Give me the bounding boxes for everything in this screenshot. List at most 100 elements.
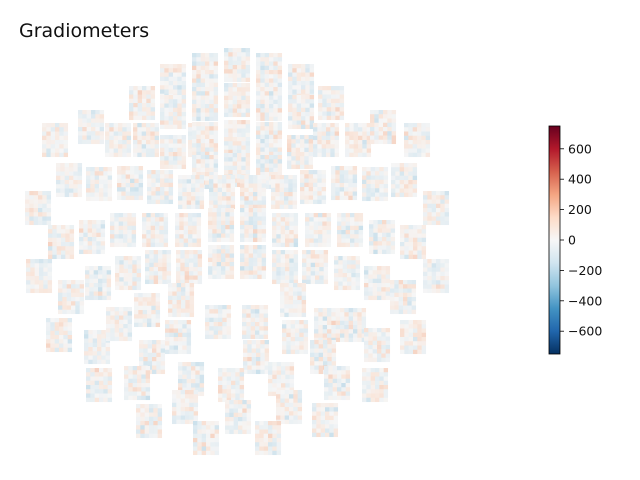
sensor-cell <box>118 230 124 235</box>
sensor-panel <box>142 213 169 248</box>
sensor-cell <box>140 408 145 413</box>
sensor-cell <box>134 301 139 306</box>
sensor-cell <box>425 127 431 132</box>
sensor-cell <box>200 91 206 96</box>
sensor-cell <box>421 254 427 260</box>
sensor-cell <box>322 308 328 313</box>
sensor-cell <box>421 123 426 128</box>
sensor-panel <box>79 220 106 255</box>
sensor-cell <box>173 103 178 108</box>
sensor-cell <box>408 144 413 149</box>
sensor-cell <box>222 313 227 318</box>
sensor-cell <box>348 308 354 313</box>
sensor-cell <box>237 149 242 155</box>
sensor-cell <box>375 380 380 386</box>
sensor-cell <box>264 87 270 92</box>
sensor-cell <box>189 250 194 255</box>
sensor-cell <box>200 147 206 152</box>
sensor-cell <box>277 82 283 88</box>
sensor-cell <box>269 99 274 105</box>
sensor-cell <box>421 246 427 251</box>
sensor-cell <box>257 262 262 267</box>
sensor-cell <box>179 225 184 231</box>
sensor-cell <box>92 338 98 343</box>
sensor-cell <box>261 266 267 271</box>
sensor-cell <box>246 421 252 426</box>
sensor-cell <box>390 237 396 242</box>
sensor-cell <box>328 395 333 401</box>
sensor-cell <box>329 415 334 421</box>
sensor-cell <box>189 402 194 408</box>
sensor-cell <box>208 220 213 226</box>
sensor-cell <box>191 196 196 201</box>
sensor-cell <box>244 183 249 188</box>
sensor-cell <box>226 192 231 197</box>
sensor-cell <box>284 398 290 403</box>
sensor-cell <box>302 275 307 280</box>
sensor-cell <box>46 144 51 149</box>
sensor-cell <box>176 312 182 318</box>
sensor-cell <box>301 112 306 117</box>
sensor-cell <box>345 148 350 153</box>
sensor-cell <box>268 429 273 434</box>
sensor-cell <box>47 288 53 294</box>
sensor-cell <box>322 94 327 99</box>
sensor-cell <box>128 285 133 291</box>
sensor-cell <box>142 217 147 222</box>
sensor-cell <box>303 324 309 329</box>
sensor-cell <box>103 397 108 403</box>
sensor-cell <box>145 250 150 255</box>
sensor-cell <box>339 103 345 108</box>
sensor-cell <box>271 196 276 201</box>
sensor-cell <box>385 295 391 301</box>
sensor-cell <box>404 123 409 128</box>
sensor-cell <box>347 273 352 278</box>
sensor-cell <box>98 283 103 288</box>
sensor-cell <box>95 114 100 119</box>
sensor-cell <box>257 270 262 275</box>
sensor-cell <box>276 387 282 392</box>
sensor-cell <box>60 188 65 193</box>
sensor-cell <box>375 389 380 394</box>
sensor-cell <box>169 337 174 342</box>
sensor-cell <box>277 95 283 100</box>
sensor-cell <box>50 140 56 145</box>
sensor-cell <box>65 254 70 260</box>
sensor-cell <box>344 170 349 175</box>
sensor-cell <box>423 220 428 226</box>
sensor-cell <box>305 89 310 94</box>
sensor-cell <box>168 103 174 108</box>
sensor-cell <box>273 167 278 173</box>
sensor-cell <box>245 73 251 78</box>
sensor-cell <box>145 395 151 401</box>
sensor-cell <box>213 163 219 168</box>
sensor-cell <box>164 107 169 113</box>
sensor-cell <box>357 308 362 313</box>
sensor-cell <box>312 420 317 425</box>
sensor-cell <box>395 184 400 189</box>
sensor-cell <box>189 295 195 301</box>
sensor-cell <box>58 280 63 285</box>
sensor-cell <box>25 199 30 204</box>
sensor-cell <box>237 128 242 133</box>
sensor-cell <box>259 446 264 451</box>
sensor-cell <box>196 242 202 248</box>
sensor-cell <box>321 174 327 179</box>
sensor-cell <box>354 234 359 239</box>
sensor-cell <box>242 317 247 323</box>
sensor-cell <box>96 245 101 250</box>
sensor-cell <box>155 225 160 231</box>
sensor-cell <box>276 411 281 416</box>
sensor-cell <box>348 325 354 330</box>
sensor-cell <box>229 270 235 275</box>
sensor-cell <box>71 305 76 310</box>
sensor-cell <box>163 221 169 226</box>
sensor-cell <box>231 385 236 390</box>
sensor-cell <box>146 86 151 91</box>
sensor-cell <box>222 183 227 188</box>
sensor-cell <box>99 167 104 172</box>
sensor-cell <box>137 370 142 375</box>
sensor-cell <box>96 228 101 233</box>
sensor-cell <box>289 279 294 285</box>
sensor-cell <box>339 195 345 201</box>
